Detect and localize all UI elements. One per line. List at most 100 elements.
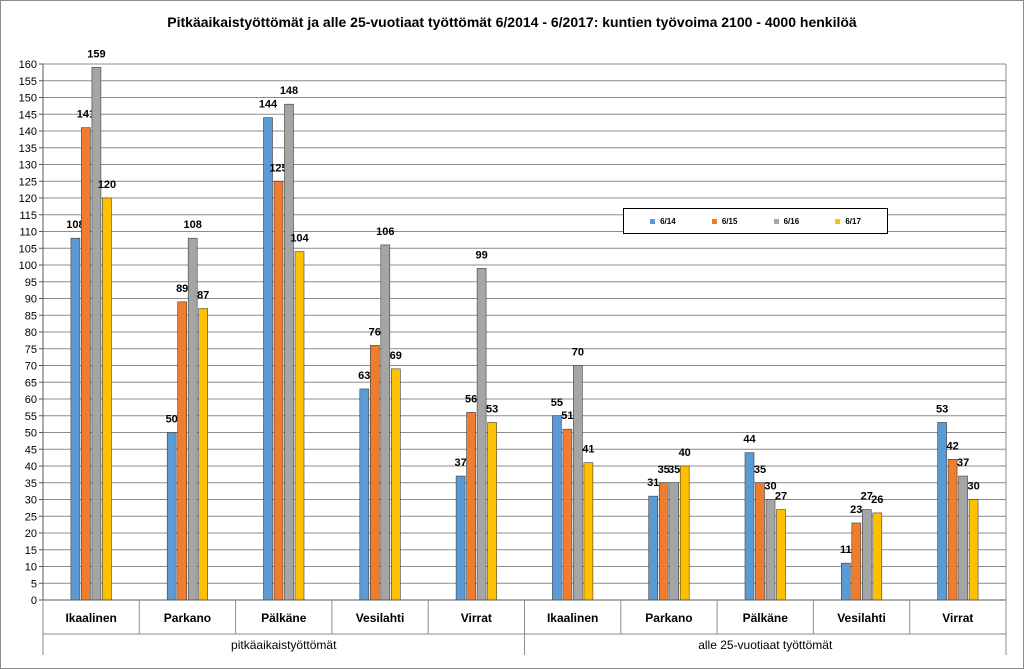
y-tick-label: 145 — [19, 109, 37, 121]
data-label: 27 — [861, 491, 873, 503]
legend-swatch — [835, 218, 841, 224]
bar — [102, 197, 112, 601]
legend-item: 6/16 — [773, 217, 799, 226]
bar — [380, 244, 391, 601]
chart-legend: 6/14 6/15 6/16 6/17 — [623, 208, 888, 234]
y-tick-label: 135 — [19, 143, 37, 155]
data-label: 144 — [259, 99, 278, 111]
category-label: Ikaalinen — [547, 611, 598, 625]
data-label: 89 — [176, 283, 188, 295]
y-tick-label: 160 — [19, 59, 37, 71]
bar — [648, 495, 659, 601]
y-tick-label: 55 — [25, 411, 37, 423]
bar — [91, 67, 102, 601]
bar — [273, 180, 284, 601]
y-tick-label: 95 — [25, 277, 37, 289]
y-tick-label: 45 — [25, 444, 37, 456]
data-label: 104 — [290, 233, 309, 245]
y-tick-label: 40 — [25, 461, 37, 473]
data-label: 35 — [658, 464, 670, 476]
legend-label: 6/17 — [845, 216, 861, 226]
y-tick-label: 75 — [25, 344, 37, 356]
bar — [369, 345, 380, 601]
data-label: 148 — [280, 85, 298, 97]
bar — [573, 365, 583, 601]
data-label: 55 — [551, 397, 563, 409]
category-label: Vesilahti — [837, 611, 886, 625]
bar — [455, 475, 466, 601]
legend-swatch — [711, 218, 717, 224]
bar — [755, 482, 765, 601]
bar — [70, 237, 81, 601]
bar — [294, 251, 305, 601]
bar — [187, 237, 198, 601]
data-label: 51 — [561, 410, 573, 422]
legend-swatch — [650, 218, 656, 224]
category-label: Parkano — [645, 611, 692, 625]
data-label: 108 — [184, 219, 202, 231]
data-label: 35 — [668, 464, 680, 476]
y-tick-label: 155 — [19, 76, 37, 88]
data-label: 50 — [166, 414, 178, 426]
bar — [840, 562, 851, 601]
data-label: 87 — [197, 290, 209, 302]
category-label: Pälkäne — [743, 611, 789, 625]
data-label: 40 — [679, 447, 691, 459]
data-label: 76 — [369, 326, 381, 338]
bar — [679, 465, 690, 601]
bar — [947, 458, 958, 601]
y-tick-label: 140 — [19, 126, 37, 138]
bar — [552, 415, 562, 601]
legend-label: 6/14 — [660, 216, 676, 226]
bar — [583, 462, 594, 601]
bar — [487, 422, 497, 601]
data-label: 99 — [475, 249, 487, 261]
legend-swatch — [773, 218, 779, 224]
data-label: 106 — [376, 226, 394, 238]
data-label: 11 — [840, 544, 852, 556]
y-tick-label: 120 — [19, 193, 37, 205]
y-tick-label: 5 — [31, 578, 37, 590]
y-tick-label: 15 — [25, 545, 37, 557]
category-label: Pälkäne — [261, 611, 307, 625]
data-label: 30 — [764, 481, 776, 493]
data-label: 31 — [647, 477, 659, 489]
legend-item: 6/15 — [711, 216, 738, 226]
y-tick-label: 110 — [19, 227, 37, 239]
y-tick-label: 150 — [19, 93, 37, 105]
bar — [658, 482, 669, 601]
bar — [851, 522, 862, 601]
bar — [466, 412, 476, 601]
y-tick-label: 65 — [25, 377, 37, 389]
y-tick-label: 70 — [25, 361, 37, 373]
bar — [937, 422, 947, 601]
bar — [390, 368, 401, 601]
data-label: 56 — [465, 393, 477, 405]
group-label: alle 25-vuotiaat työttömät — [698, 638, 833, 652]
data-label: 41 — [582, 444, 594, 456]
data-label: 69 — [390, 350, 402, 362]
data-label: 27 — [775, 491, 787, 503]
y-tick-label: 0 — [31, 595, 37, 607]
data-label: 53 — [936, 403, 948, 415]
bar — [263, 117, 273, 601]
y-tick-label: 35 — [25, 478, 37, 490]
legend-item: 6/17 — [835, 217, 861, 226]
bar — [669, 482, 680, 601]
data-label: 108 — [66, 219, 84, 231]
category-label: Vesilahti — [356, 611, 405, 625]
bar — [765, 499, 776, 601]
data-label: 159 — [87, 48, 105, 60]
data-label: 125 — [269, 162, 287, 174]
y-tick-label: 115 — [19, 210, 37, 222]
data-label: 120 — [98, 179, 116, 191]
bar — [166, 432, 177, 601]
legend-label: 6/15 — [721, 216, 738, 226]
bar — [562, 428, 573, 601]
y-tick-label: 10 — [25, 562, 37, 574]
data-label: 44 — [743, 434, 756, 446]
bar — [476, 268, 487, 601]
y-tick-label: 85 — [25, 310, 37, 322]
data-label: 42 — [946, 440, 958, 452]
